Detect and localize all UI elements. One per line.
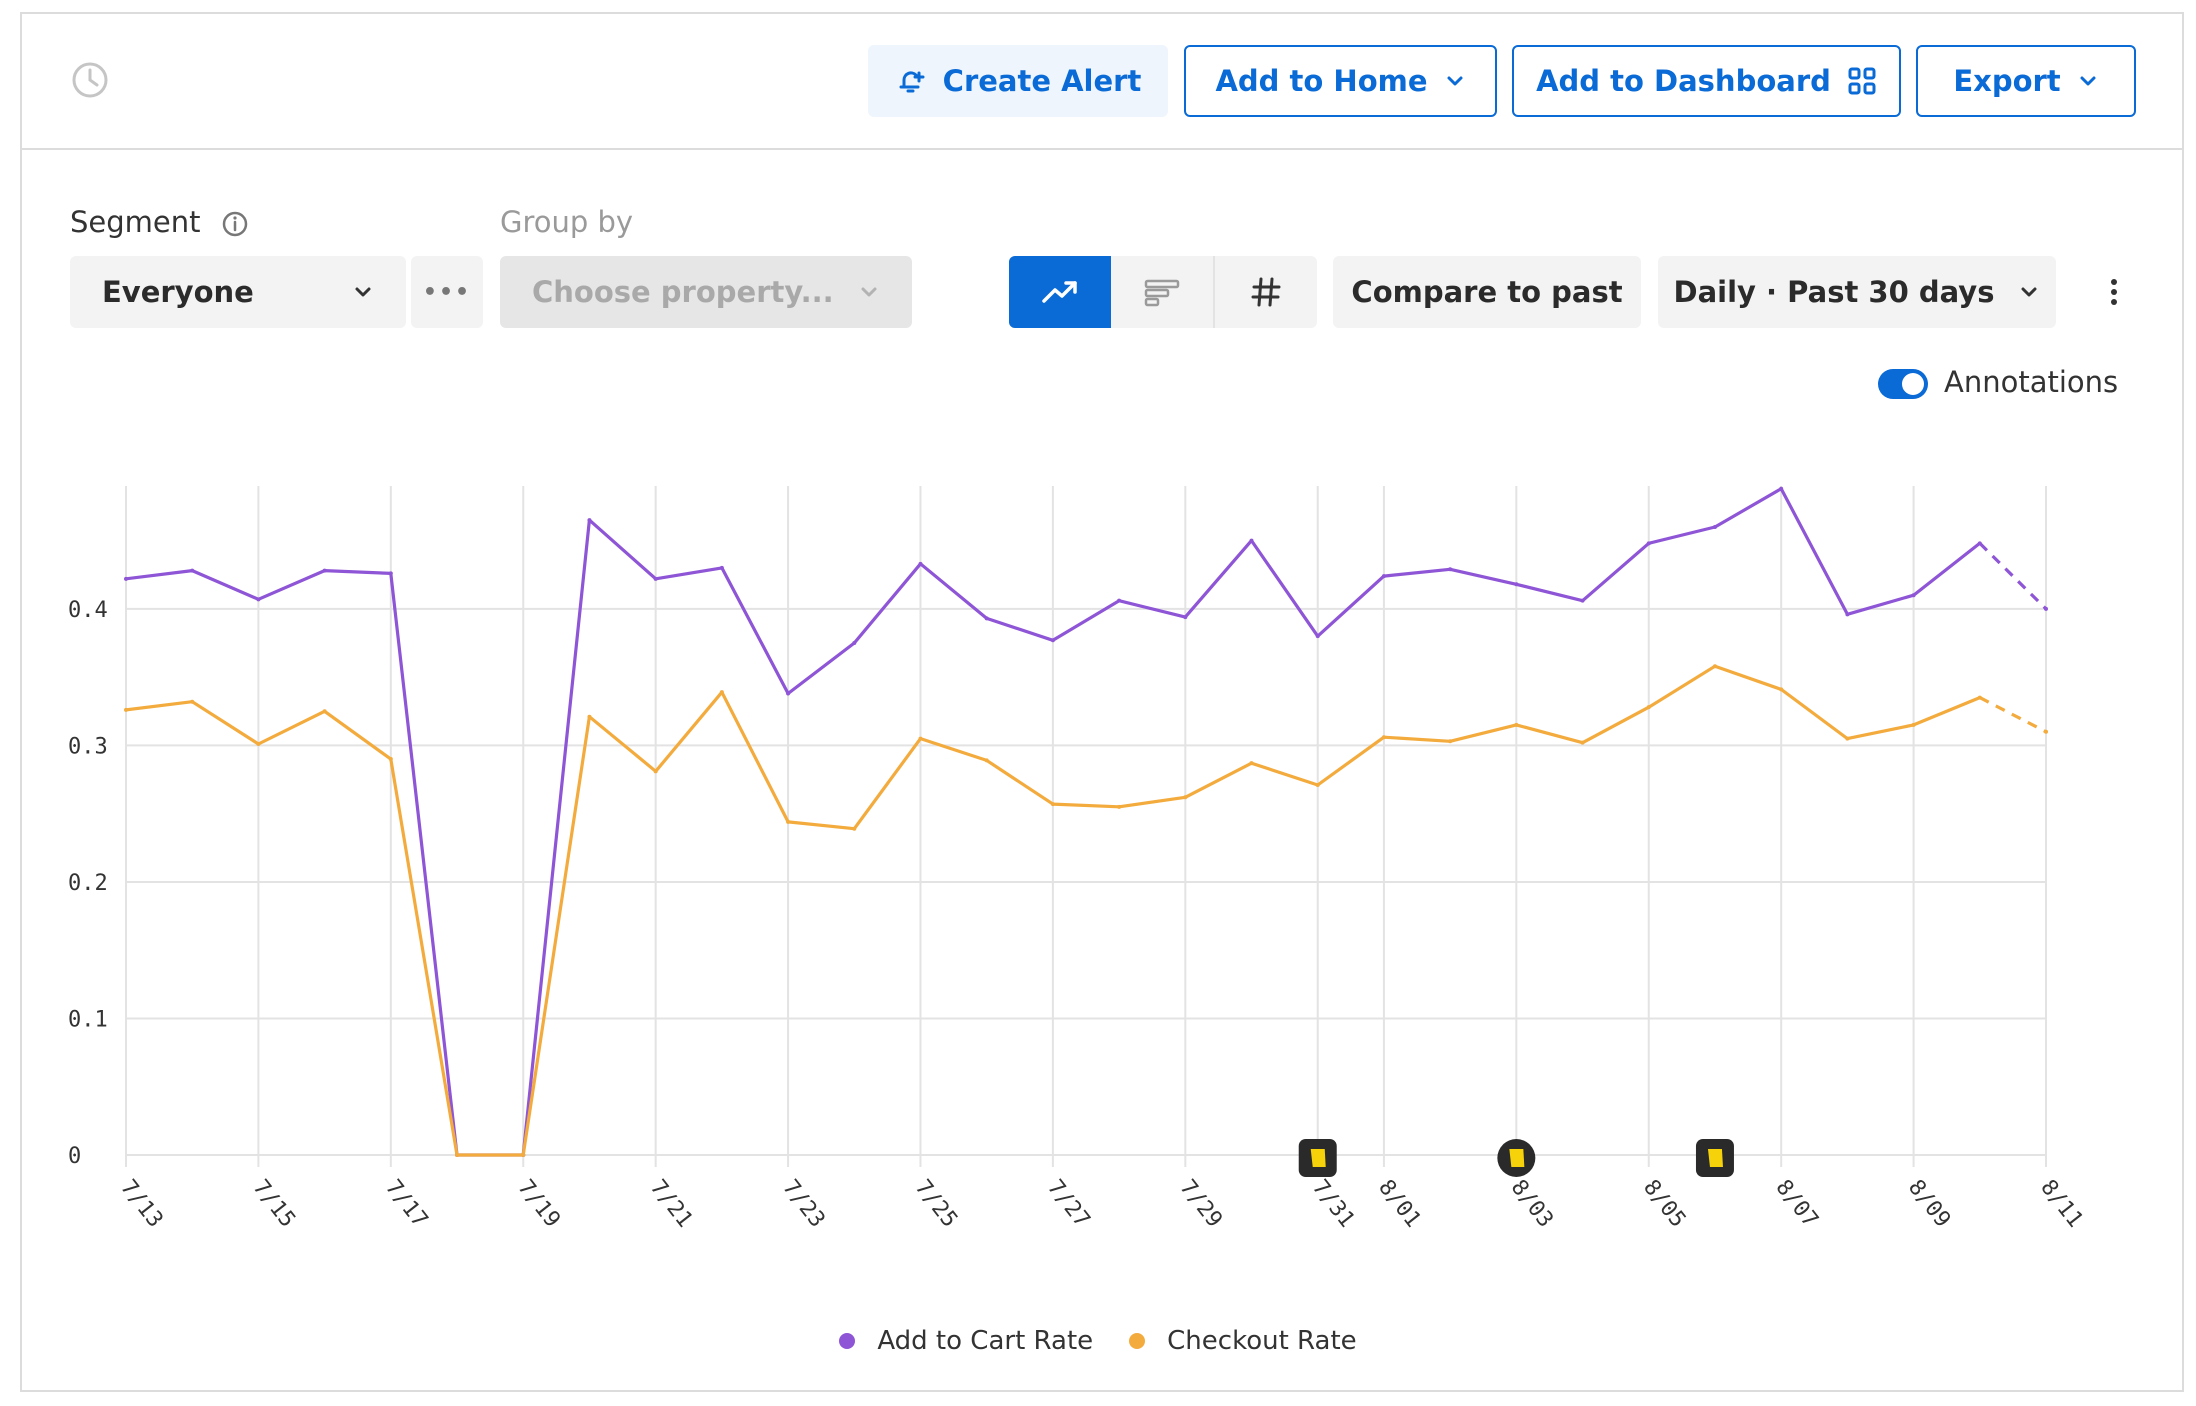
chevron-down-icon	[355, 287, 371, 297]
group-by-placeholder: Choose property...	[532, 275, 834, 309]
history-icon[interactable]	[70, 60, 110, 100]
hash-icon	[1251, 277, 1281, 307]
date-range-select[interactable]: Daily · Past 30 days	[1658, 256, 2056, 328]
add-to-home-label: Add to Home	[1215, 64, 1428, 98]
legend-label: Checkout Rate	[1167, 1326, 1357, 1356]
dashboard-grid-icon	[1848, 67, 1876, 95]
legend-swatch	[839, 1333, 856, 1349]
annotation-icon	[1509, 1149, 1525, 1167]
info-icon[interactable]	[221, 210, 249, 238]
chevron-down-icon	[1447, 76, 1463, 86]
annotation-marker[interactable]	[1298, 1139, 1337, 1177]
add-to-home-button[interactable]: Add to Home	[1184, 45, 1497, 117]
add-to-dashboard-button[interactable]: Add to Dashboard	[1512, 45, 1901, 117]
metric-view-button[interactable]	[1215, 256, 1317, 328]
annotation-marker[interactable]	[1695, 1139, 1734, 1177]
chevron-down-icon	[861, 287, 877, 297]
more-options-icon[interactable]	[2094, 272, 2134, 312]
annotation-icon	[1310, 1149, 1326, 1167]
trending-up-icon	[1042, 281, 1077, 303]
annotations-toggle[interactable]	[1878, 369, 1928, 399]
legend-item[interactable]: Add to Cart Rate	[839, 1326, 1093, 1356]
chevron-down-icon	[2021, 287, 2037, 297]
date-range-label: Daily · Past 30 days	[1673, 275, 1995, 309]
bell-plus-icon	[899, 71, 925, 93]
annotations-label: Annotations	[1944, 365, 2119, 399]
export-button[interactable]: Export	[1916, 45, 2136, 117]
compare-label: Compare to past	[1351, 275, 1623, 309]
chart-legend: Add to Cart Rate Checkout Rate	[0, 1326, 2196, 1356]
annotation-marker[interactable]	[1497, 1139, 1536, 1177]
legend-label: Add to Cart Rate	[877, 1326, 1094, 1356]
group-by-label: Group by	[500, 205, 634, 239]
segment-value: Everyone	[102, 275, 254, 309]
more-dots-icon: •••	[422, 279, 472, 305]
legend-swatch	[1129, 1333, 1146, 1349]
create-alert-label: Create Alert	[942, 64, 1142, 98]
create-alert-button[interactable]: Create Alert	[868, 45, 1168, 117]
line-chart-view-button[interactable]	[1009, 256, 1111, 328]
segment-more-button[interactable]: •••	[411, 256, 483, 328]
report-card	[20, 12, 2184, 1392]
segment-select[interactable]: Everyone	[70, 256, 406, 328]
group-by-select[interactable]: Choose property...	[500, 256, 912, 328]
report-toolbar	[20, 12, 2184, 150]
chart-type-toggle	[1009, 256, 1317, 328]
segment-label: Segment	[70, 205, 201, 239]
compare-to-past-button[interactable]: Compare to past	[1333, 256, 1641, 328]
export-label: Export	[1953, 64, 2061, 98]
chevron-down-icon	[2080, 76, 2096, 86]
annotation-icon	[1707, 1149, 1723, 1167]
add-to-dashboard-label: Add to Dashboard	[1536, 64, 1831, 98]
legend-item[interactable]: Checkout Rate	[1129, 1326, 1357, 1356]
horizontal-bars-icon	[1144, 279, 1180, 307]
bar-chart-view-button[interactable]	[1111, 256, 1215, 328]
